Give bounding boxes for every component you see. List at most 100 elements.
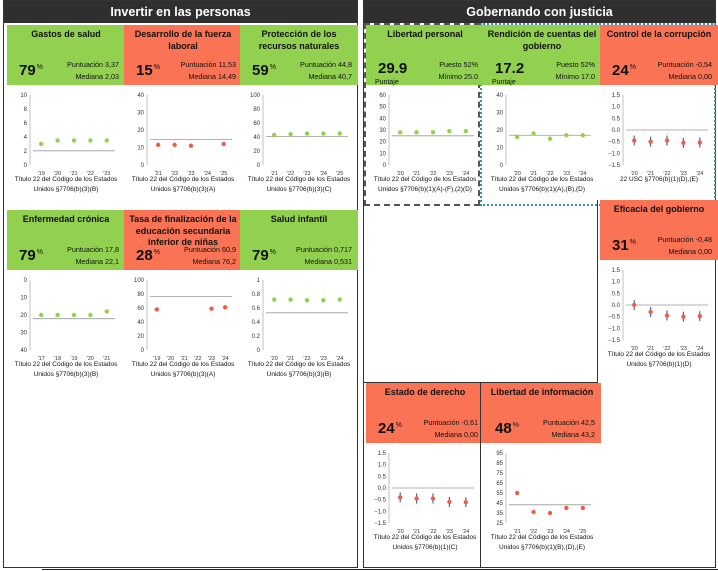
data-point xyxy=(547,510,553,516)
x-tick-label: '25 xyxy=(579,529,586,535)
y-tick-label: 25 xyxy=(496,521,503,527)
y-tick-label: 0.5 xyxy=(378,474,387,480)
mini-chart: 1.5 1.0 0.5 0.0 −0.5 −1.0 −1.5 '20 '21 '22 '23 '24 xyxy=(608,268,708,352)
x-tick-label: '22 xyxy=(530,529,537,535)
source-line-2: Unidos §7706(b)(1)(B),(D),(E) xyxy=(499,544,585,551)
x-tick-label: '24 xyxy=(563,529,570,535)
data-point xyxy=(681,314,686,319)
data-point xyxy=(515,134,520,140)
score-label: Puntaje xyxy=(492,79,516,86)
card-score: 79% xyxy=(19,247,43,264)
x-tick-label: '21 xyxy=(271,171,278,177)
data-point xyxy=(222,305,228,310)
y-tick-label: −1.0 xyxy=(608,326,621,332)
card-title: Eficacia del gobierno xyxy=(613,204,705,214)
stat-score: Puntuación 60,9 xyxy=(184,245,236,254)
x-tick-label: '24 xyxy=(696,346,703,352)
divider-right-v2 xyxy=(480,383,481,568)
source-line-2: Unidos §7706(b)(3)(A) xyxy=(150,371,216,378)
source-citation: Título 22 del Código de los Estados Unido… xyxy=(366,175,484,195)
score-value: 15 xyxy=(136,62,153,79)
source-line-1: Título 22 del Código de los Estados xyxy=(373,176,477,183)
data-point xyxy=(398,495,403,500)
score-value: 28 xyxy=(136,247,153,264)
data-point xyxy=(337,131,342,136)
score-value: 31 xyxy=(612,237,629,254)
y-tick-label: 0 xyxy=(141,348,145,354)
x-tick-label: '23 xyxy=(546,529,553,535)
data-point xyxy=(337,297,342,302)
x-tick-label: '21 xyxy=(413,171,420,177)
card-score: 79% xyxy=(252,247,276,264)
source-line-2: Unidos §7706(b)(1)(D) xyxy=(626,361,692,368)
y-tick-label: −1.5 xyxy=(608,338,621,344)
x-tick-label: '24 xyxy=(204,171,211,177)
stat-median: Mediana 2,03 xyxy=(75,72,119,81)
data-point xyxy=(398,130,403,135)
y-tick-label: 1.5 xyxy=(612,93,621,99)
y-tick-label: 1.0 xyxy=(612,280,621,286)
y-tick-label: 30 xyxy=(379,128,386,134)
x-tick-label: '20 xyxy=(87,356,94,362)
x-tick-label: '23 xyxy=(303,171,310,177)
source-line-1: Título 22 del Código de los Estados xyxy=(490,176,594,183)
data-point xyxy=(564,133,569,138)
x-tick-label: '21 xyxy=(155,171,162,177)
x-tick-label: '23 xyxy=(187,171,194,177)
y-tick-label: 75 xyxy=(496,471,503,477)
percent-sign: % xyxy=(512,422,519,429)
bottom-rule xyxy=(42,569,718,570)
data-point xyxy=(580,133,585,138)
stat-median: Mediana 14,49 xyxy=(188,72,236,81)
data-point xyxy=(304,298,310,303)
card-score: 24% xyxy=(378,420,402,437)
x-tick-label: '24 xyxy=(222,356,229,362)
data-point xyxy=(39,312,44,318)
y-tick-label: 1 xyxy=(257,278,261,284)
data-point xyxy=(463,128,468,134)
source-line-1: Título 22 del Código de los Estados xyxy=(131,176,235,183)
section-gobernando: Gobernando con justicia xyxy=(363,0,716,568)
x-tick-label: '24 xyxy=(696,171,703,177)
source-citation: Título 22 del Código de los Estados Unido… xyxy=(124,360,242,380)
card-score: 59% xyxy=(252,62,276,79)
y-tick-label: 10 xyxy=(20,93,27,99)
data-point xyxy=(321,131,326,136)
stat-median: Mediana 0,00 xyxy=(434,430,478,439)
stat-score: Puntuación 11,53 xyxy=(180,60,236,69)
card-title: Desarrollo de la fuerza laboral xyxy=(134,29,232,51)
y-tick-label: 30 xyxy=(137,111,144,117)
x-tick-label: '23 xyxy=(208,356,215,362)
stat-median: Mediana 0,00 xyxy=(668,247,712,256)
x-tick-label: '22 xyxy=(303,356,310,362)
y-tick-label: 60 xyxy=(379,93,386,99)
mini-chart: 100 80 60 40 20 0 '21 '22 '23 '24 '25 xyxy=(250,93,348,177)
data-point xyxy=(272,297,277,302)
score-value: 59 xyxy=(252,62,269,79)
x-tick-label: '20 xyxy=(631,171,638,177)
x-tick-label: '21 xyxy=(70,171,77,177)
y-tick-label: 1.5 xyxy=(612,268,621,274)
highlight-box-libertad-personal xyxy=(364,23,480,206)
y-tick-label: 0 xyxy=(24,163,28,169)
x-tick-label: '19 xyxy=(38,171,45,177)
card-header: Control de la corrupción 24% Puntuación -0… xyxy=(600,25,718,85)
card-title: Enfermedad crónica xyxy=(22,214,110,224)
data-point xyxy=(71,138,77,143)
stat-score: Puntuación -0,54 xyxy=(657,60,712,69)
card-title: Rendición de cuentas del gobierno xyxy=(487,29,597,51)
y-tick-label: 20 xyxy=(496,128,503,134)
x-tick-label: '20 xyxy=(167,356,174,362)
data-point xyxy=(430,130,436,135)
y-tick-label: −0.5 xyxy=(608,315,621,321)
data-point xyxy=(188,143,194,148)
y-tick-label: 0 xyxy=(500,163,504,169)
card-header: Protección de los recursos naturales 59% P… xyxy=(240,25,358,85)
y-tick-label: 35 xyxy=(496,511,503,517)
source-line-2: Unidos §7706(b)(1)(A)-(F),(2)(D) xyxy=(378,186,472,193)
x-tick-label: '25 xyxy=(336,171,343,177)
card-header: Estado de derecho 24% Puntuación -0,61 Medi… xyxy=(366,383,484,443)
y-tick-label: 0.6 xyxy=(252,306,261,312)
stat-median: Mínimo 25.0 xyxy=(438,72,478,81)
data-point xyxy=(531,131,536,136)
